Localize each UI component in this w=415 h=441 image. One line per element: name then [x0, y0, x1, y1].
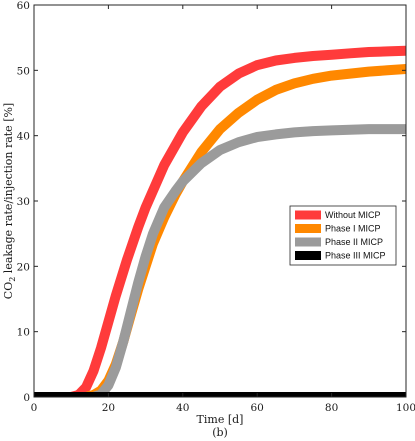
legend: Without MICP Phase I MICP Phase II MICP Pha…	[289, 205, 397, 266]
legend-entry-2: Phase II MICP	[325, 237, 383, 247]
y-tick-label: 30	[17, 196, 30, 208]
x-tick-label: 80	[325, 402, 338, 414]
y-tick-label: 0	[23, 392, 30, 404]
x-axis-label: Time [d]	[197, 413, 244, 426]
series-line-0	[34, 45, 406, 397]
tick-layer: 0 20 40 60 80 100 0 10 20 30 40 50 60	[17, 0, 415, 414]
x-tick-label: 60	[251, 402, 264, 414]
y-axis-label: CO2 leakage rate/injection rate [%]	[2, 103, 17, 299]
x-tick-label: 0	[31, 402, 38, 414]
y-tick-label: 40	[17, 131, 30, 143]
legend-entry-1: Phase I MICP	[325, 224, 381, 234]
y-tick-label: 50	[17, 65, 30, 77]
legend-entry-0: Without MICP	[325, 210, 381, 220]
series-layer	[34, 45, 406, 397]
plot-frame	[33, 4, 407, 398]
x-tick-label: 100	[396, 402, 415, 414]
figure-caption: (b)	[212, 426, 228, 439]
y-axis-label-subscript: 2	[8, 277, 17, 282]
x-tick-label: 20	[102, 402, 115, 414]
y-tick-label: 10	[17, 327, 30, 339]
series-line-2	[34, 124, 406, 397]
y-tick-label: 60	[17, 0, 30, 12]
y-tick-label: 20	[17, 261, 30, 273]
legend-entry-3: Phase III MICP	[325, 251, 386, 261]
x-tick-label: 40	[176, 402, 189, 414]
